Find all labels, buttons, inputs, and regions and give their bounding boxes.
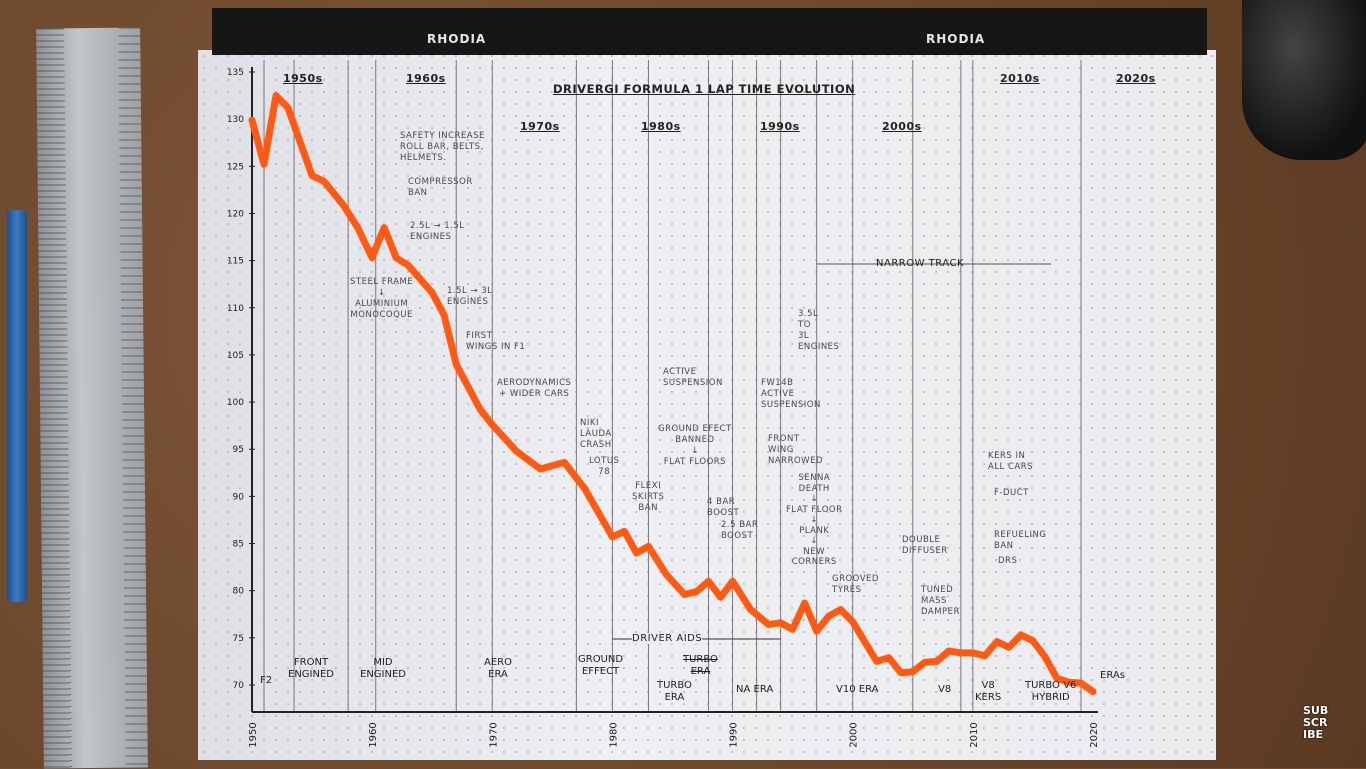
decade-heading: 2000s <box>882 120 922 133</box>
annotation: 1.5L → 3L ENGINES <box>447 286 492 308</box>
annotation: SAFETY INCREASE ROLL BAR, BELTS, HELMETS… <box>400 131 485 164</box>
decade-heading: 1980s <box>641 120 681 133</box>
annotation-bars <box>252 95 1093 691</box>
annotation: 4 BAR BOOST <box>707 497 739 519</box>
era-label: AERO ERA <box>484 657 512 681</box>
era-label: TURBO ERA <box>657 680 692 704</box>
annotation: DRIVER AIDS <box>632 633 702 644</box>
x-tick-label: 2000 <box>849 722 860 747</box>
decade-heading: 2020s <box>1116 72 1156 85</box>
annotation: FLEXI SKIRTS BAN <box>632 481 664 514</box>
annotation: GROOVED TYRES <box>832 574 879 596</box>
annotation: FIRST WINGS IN F1 <box>466 331 525 353</box>
annotation: 2.5L → 1.5L ENGINES <box>410 221 465 243</box>
x-tick-label: 1980 <box>608 722 619 747</box>
era-label: V10 ERA <box>836 684 878 696</box>
y-tick-label: 85 <box>233 540 244 550</box>
y-tick-label: 130 <box>227 115 244 125</box>
y-tick-label: 70 <box>233 681 245 691</box>
y-tick-label: 90 <box>233 492 245 502</box>
annotation: KERS IN ALL CARS <box>988 451 1033 473</box>
y-tick-label: 105 <box>227 351 244 361</box>
y-tick-label: 135 <box>227 68 244 78</box>
annotation: F-DUCT <box>994 488 1029 499</box>
x-tick-label: 1970 <box>488 722 499 747</box>
era-label: V8 KERS <box>975 680 1001 704</box>
y-tick-label: 125 <box>227 162 244 172</box>
annotation: SENNA DEATH ↓ FLAT FLOOR ↓ PLANK ↓ NEW C… <box>786 473 842 568</box>
era-label: ERAs <box>1100 670 1125 682</box>
annotation: NARROW TRACK <box>876 258 964 269</box>
annotation: NIKI LAUDA CRASH <box>580 418 612 451</box>
annotation: 3.5L TO 3L ENGINES <box>798 309 839 353</box>
x-tick-label: 1990 <box>729 722 740 747</box>
era-label: FRONT ENGINED <box>288 657 334 681</box>
annotation: DOUBLE DIFFUSER <box>902 535 948 557</box>
era-label: F2 <box>260 675 272 687</box>
y-tick-label: 115 <box>227 257 244 267</box>
annotation: GROUND EFECT BANNED ↓ FLAT FLOORS <box>658 424 732 468</box>
annotation: STEEL FRAME ↓ ALUMINIUM MONOCOQUE <box>350 277 413 321</box>
annotation: TUNED MASS DAMPER <box>921 585 960 618</box>
y-tick-label: 80 <box>233 587 245 597</box>
decade-heading: 1950s <box>283 72 323 85</box>
y-tick-label: 75 <box>233 634 244 644</box>
chart-title: DRIVERGI FORMULA 1 LAP TIME EVOLUTION <box>553 82 855 96</box>
y-tick-label: 120 <box>227 209 244 219</box>
subscribe-logo[interactable]: SUB SCR IBE <box>1303 705 1339 741</box>
y-tick-label: 110 <box>227 304 244 314</box>
era-label-struck: TURBO ERA <box>683 654 718 678</box>
annotation: FW14B ACTIVE SUSPENSION <box>761 378 821 411</box>
x-tick-label: 2010 <box>969 722 980 747</box>
annotation: REFUELING BAN <box>994 530 1046 552</box>
annotation: FRONT WING NARROWED <box>768 434 823 467</box>
decade-heading: 2010s <box>1000 72 1040 85</box>
annotation: ACTIVE SUSPENSION <box>663 367 723 389</box>
decade-heading: 1970s <box>520 120 560 133</box>
y-tick-label: 100 <box>227 398 244 408</box>
era-label: V8 <box>938 684 951 696</box>
annotation: LOTUS 78 <box>589 456 619 478</box>
annotation: 2.5 BAR BOOST <box>721 520 758 542</box>
annotation: COMPRESSOR BAN <box>408 177 473 199</box>
decade-heading: 1960s <box>406 72 446 85</box>
y-tick-label: 95 <box>233 445 244 455</box>
tick-labels: 135 130 125 120 115 110 105 100 95 90 85 80 75 70 1950… <box>227 68 1100 748</box>
era-label: NA ERA <box>736 684 773 696</box>
era-label: GROUND EFFECT <box>578 654 623 678</box>
annotation: DRS <box>998 556 1017 567</box>
era-label: TURBO V6 HYBRID <box>1025 680 1076 704</box>
x-tick-label: 1950 <box>248 722 259 747</box>
era-label: MID ENGINED <box>360 657 406 681</box>
decade-heading: 1990s <box>760 120 800 133</box>
axes <box>249 67 1098 712</box>
lap-time-series-line <box>252 96 1093 692</box>
x-tick-label: 2020 <box>1089 722 1100 747</box>
annotation: AERODYNAMICS + WIDER CARS <box>497 378 571 400</box>
x-tick-label: 1960 <box>368 722 379 747</box>
